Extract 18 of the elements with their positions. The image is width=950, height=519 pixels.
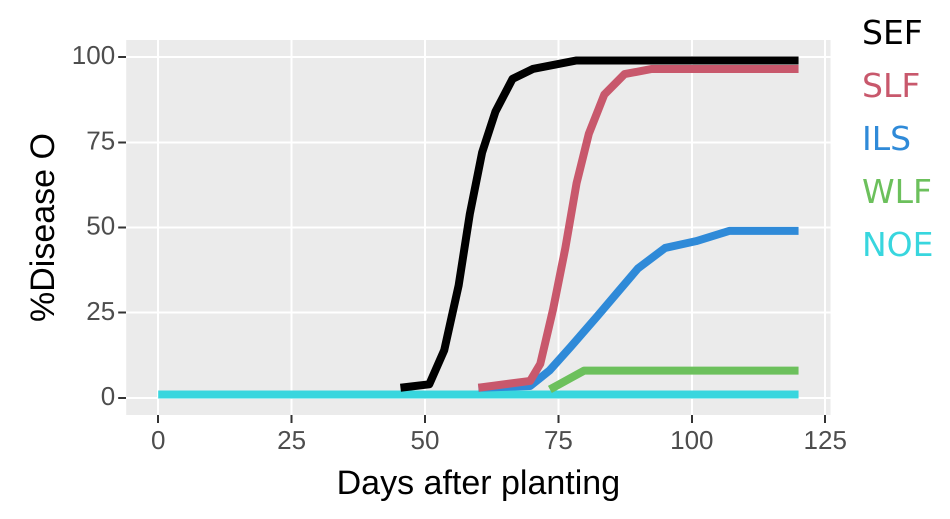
text: NOE [862, 224, 934, 266]
x-tick-label: 75 [544, 424, 573, 455]
y-tick-label: 50 [86, 210, 116, 241]
y-axis-title: %Disease O [24, 133, 62, 322]
series-label: SEF [862, 12, 924, 54]
text: WLF [862, 171, 933, 213]
text: ILS [862, 118, 912, 160]
x-tick-label: 125 [804, 424, 847, 455]
y-tick-label: 100 [72, 40, 116, 70]
x-tick-label: 100 [670, 424, 714, 455]
x-axis-title: Days after planting [336, 464, 620, 502]
x-tick-label: 0 [150, 424, 166, 455]
y-tick-label: 0 [100, 381, 116, 412]
series-label: SLF [862, 65, 922, 107]
y-tick-label: 25 [86, 296, 116, 326]
x-tick-label: 50 [410, 424, 440, 455]
x-tick-label: 25 [277, 424, 306, 455]
y-tick-label: 75 [86, 125, 116, 156]
